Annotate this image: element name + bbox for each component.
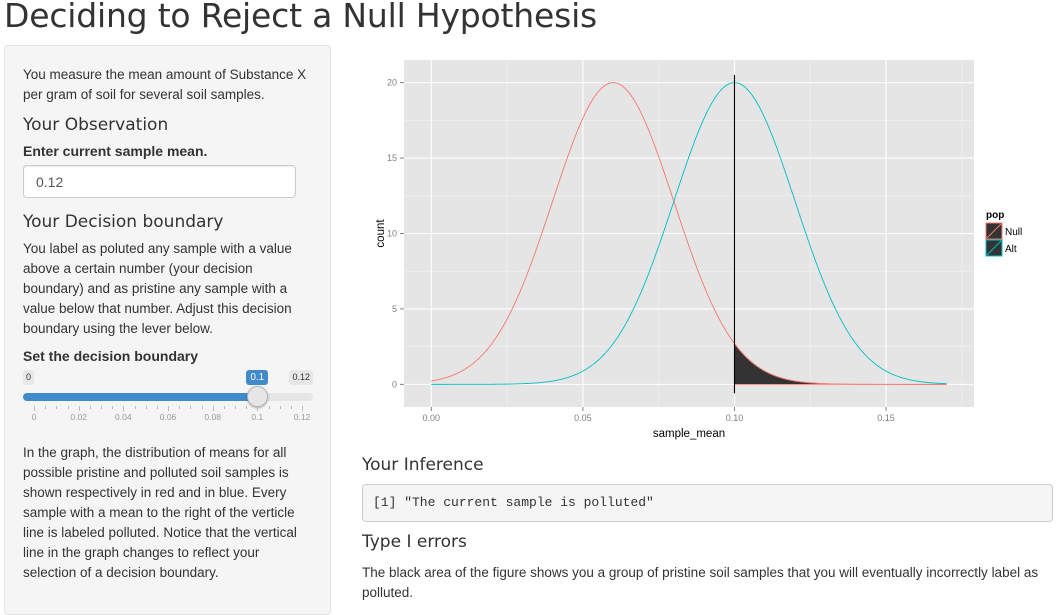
y-tick-label: 15 <box>387 153 397 163</box>
slider-minor-tick <box>279 406 281 409</box>
series-line-alt <box>431 82 947 385</box>
slider-minor-tick <box>45 406 47 409</box>
slider-minor-tick <box>246 406 248 409</box>
slider-minor-tick <box>101 406 102 409</box>
legend-label-alt: Alt <box>1005 244 1017 255</box>
slider-minor-tick <box>268 406 270 409</box>
sample-mean-input[interactable] <box>23 165 296 198</box>
slider-tick-label: 0.12 <box>293 412 311 422</box>
boundary-heading: Your Decision boundary <box>23 212 224 232</box>
x-tick-label: 0.10 <box>726 413 744 423</box>
slider-minor-tick <box>56 406 58 409</box>
slider-handle[interactable] <box>246 386 268 407</box>
slider-max-label: 0.12 <box>289 370 313 385</box>
boundary-text: You label as poluted any sample with a v… <box>23 241 292 336</box>
slider-tick <box>78 406 80 411</box>
slider-tick-label: 0 <box>31 412 37 422</box>
legend-label-null: Null <box>1005 227 1022 238</box>
legend-title: pop <box>986 210 1004 221</box>
sample-mean-label: Enter current sample mean. <box>23 143 208 159</box>
slider-tick <box>123 406 125 411</box>
x-tick-label: 0.05 <box>574 413 592 423</box>
slider-minor-tick <box>235 406 236 409</box>
sidebar-panel: You measure the mean amount of Substance… <box>4 45 331 615</box>
x-tick-label: 0.00 <box>423 413 441 423</box>
y-tick-label: 10 <box>387 229 397 239</box>
slider-minor-tick <box>67 406 69 409</box>
slider-minor-tick <box>145 406 147 409</box>
slider-tick <box>168 406 169 411</box>
slider-minor-tick <box>201 406 203 409</box>
slider-minor-tick <box>190 406 192 409</box>
slider-tick-label: 0.1 <box>251 412 264 422</box>
decision-boundary-slider[interactable]: 0 0.12 0.1 0 0.02 0.04 0.06 0.08 0.1 0.12 <box>23 370 313 432</box>
slider-tick-label: 0.06 <box>159 412 177 422</box>
slider-minor-tick <box>112 406 114 409</box>
inference-output: [1] "The current sample is polluted" <box>362 484 1053 522</box>
page-title: Deciding to Reject a Null Hypothesis <box>4 0 598 35</box>
legend-key-line <box>986 223 1002 239</box>
slider-tick <box>212 406 214 411</box>
slider-min-label: 0 <box>23 370 35 385</box>
slider-fill <box>23 393 258 401</box>
slider-label: Set the decision boundary <box>23 348 199 364</box>
slider-minor-tick <box>89 406 91 409</box>
type1-text: The black area of the figure shows you a… <box>362 565 1039 600</box>
slider-minor-tick <box>223 406 225 409</box>
slider-tick <box>302 406 303 411</box>
graph-explanation-text: In the graph, the distribution of means … <box>23 445 297 580</box>
slider-minor-tick <box>290 406 292 409</box>
legend-key-line <box>986 240 1002 256</box>
slider-tick <box>257 406 259 411</box>
y-tick-label: 0 <box>392 379 397 389</box>
inference-heading: Your Inference <box>362 455 484 475</box>
y-axis-title: count <box>375 219 387 248</box>
distribution-chart: 0.00 0.05 0.10 0.15 0 5 10 15 20 sample_mean count… <box>375 60 1022 440</box>
y-tick-label: 20 <box>387 78 397 88</box>
x-axis-title: sample_mean <box>653 428 725 440</box>
slider-tick <box>34 406 35 411</box>
y-tick-label: 5 <box>392 304 397 314</box>
x-tick-label: 0.15 <box>877 413 895 423</box>
slider-tick-label: 0.02 <box>70 412 87 422</box>
intro-text: You measure the mean amount of Substance… <box>23 67 307 102</box>
slider-minor-tick <box>156 406 158 409</box>
slider-value-label: 0.1 <box>246 370 269 385</box>
series-line-null <box>431 82 947 385</box>
observation-heading: Your Observation <box>23 115 169 135</box>
slider-minor-tick <box>134 406 136 409</box>
type1-heading: Type I errors <box>362 532 467 552</box>
slider-minor-tick <box>179 406 181 409</box>
slider-tick-label: 0.08 <box>204 412 221 422</box>
slider-tick-label: 0.04 <box>115 412 132 422</box>
